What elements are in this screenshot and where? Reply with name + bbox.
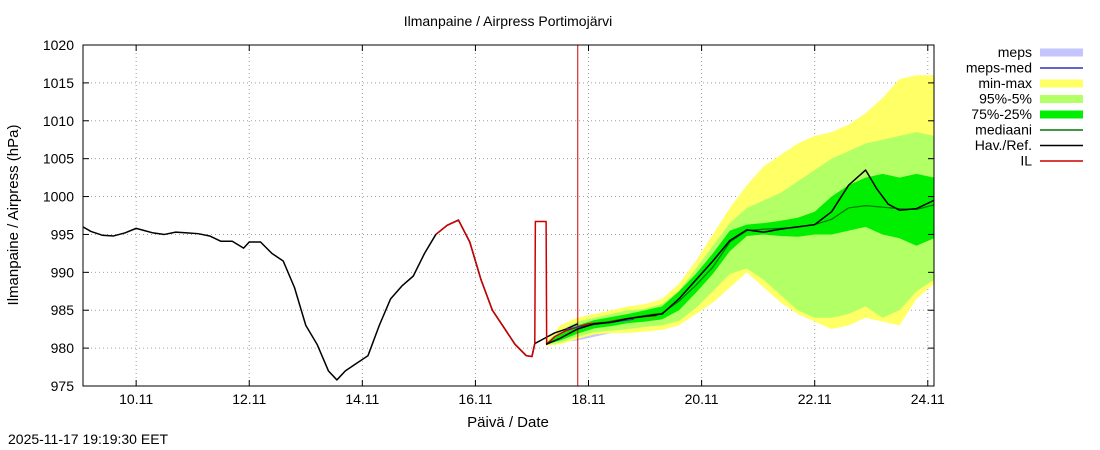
y-tick-label: 985 bbox=[51, 302, 75, 318]
x-tick-label: 24.11 bbox=[911, 391, 945, 407]
y-tick-label: 975 bbox=[51, 378, 75, 394]
legend-label-meps: meps bbox=[998, 44, 1032, 60]
forecast-reference-line bbox=[545, 169, 935, 346]
legend-label-meps_med: meps-med bbox=[966, 60, 1032, 76]
legend: mepsmeps-medmin-max95%-5%75%-25%mediaani… bbox=[966, 44, 1083, 169]
timestamp: 2025-11-17 19:19:30 EET bbox=[8, 431, 169, 447]
forecast-bands bbox=[546, 75, 934, 346]
y-tick-labels: 975 980 985 990 995 1000 1005 1010 1015 1020 bbox=[43, 37, 934, 394]
y-tick-label: 980 bbox=[51, 340, 75, 356]
y-tick-label: 1015 bbox=[43, 75, 74, 91]
series-lines bbox=[82, 45, 935, 386]
legend-label-minmax: min-max bbox=[978, 75, 1032, 91]
plot-frame bbox=[82, 44, 935, 387]
legend-label-p95_5: 95%-5% bbox=[979, 91, 1032, 107]
il-line bbox=[435, 219, 657, 358]
y-axis-label: Ilmanpaine / Airpress (hPa) bbox=[5, 125, 22, 306]
x-tick-label: 16.11 bbox=[458, 391, 492, 407]
legend-swatch-p95_5 bbox=[1040, 95, 1083, 103]
legend-swatch-minmax bbox=[1040, 79, 1083, 88]
x-tick-label: 20.11 bbox=[685, 391, 719, 407]
x-tick-labels: 10.11 12.11 14.11 16.11 18.11 20.11 22.11 24.11 bbox=[119, 45, 945, 407]
x-axis-label: Päivä / Date bbox=[467, 414, 549, 431]
x-tick-label: 18.11 bbox=[572, 391, 606, 407]
chart-title: Ilmanpaine / Airpress Portimojärvi bbox=[404, 13, 613, 29]
y-tick-label: 990 bbox=[51, 264, 75, 280]
p75-25-band bbox=[546, 173, 934, 345]
x-tick-label: 22.11 bbox=[798, 391, 832, 407]
legend-swatch-p75_25 bbox=[1040, 110, 1083, 119]
y-tick-label: 1000 bbox=[43, 189, 74, 205]
x-tick-label: 14.11 bbox=[345, 391, 379, 407]
y-tick-label: 1005 bbox=[43, 151, 74, 167]
legend-label-p75_25: 75%-25% bbox=[971, 106, 1032, 122]
y-tick-label: 1010 bbox=[43, 113, 74, 129]
x-tick-label: 12.11 bbox=[232, 391, 266, 407]
legend-label-obs: Hav./Ref. bbox=[975, 137, 1032, 153]
legend-swatch-meps bbox=[1040, 48, 1083, 57]
observed-line bbox=[82, 219, 579, 381]
plot-border bbox=[82, 44, 935, 387]
y-tick-label: 995 bbox=[51, 226, 75, 242]
legend-label-median: mediaani bbox=[975, 122, 1032, 138]
y-tick-label: 1020 bbox=[43, 37, 74, 53]
legend-label-il: IL bbox=[1020, 153, 1032, 169]
x-tick-label: 10.11 bbox=[119, 391, 153, 407]
